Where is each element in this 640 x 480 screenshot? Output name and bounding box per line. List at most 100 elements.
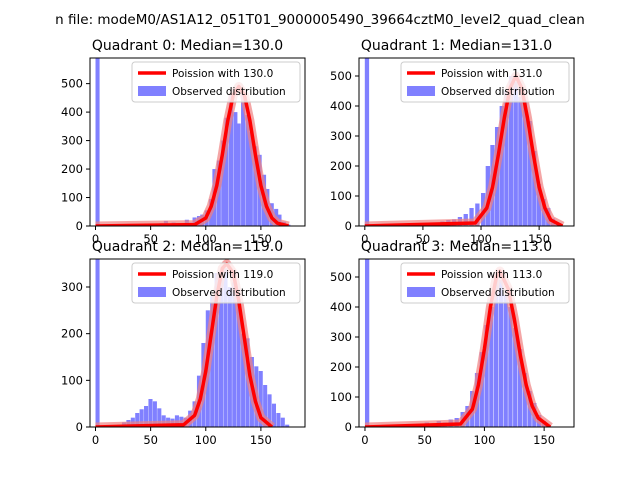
quadrant-2-panel: 0 50 100 150 0 100 200 300 Quadrant 2: Median=11… xyxy=(61,239,306,447)
x-tick-label: 50 xyxy=(143,232,158,246)
legend-box xyxy=(131,262,301,304)
observed-bar xyxy=(152,401,157,427)
observed-bar xyxy=(493,277,499,427)
legend-poisson-label: Poission with 113.0 xyxy=(441,269,542,281)
observed-bar xyxy=(508,307,513,427)
observed-bar xyxy=(364,58,370,226)
observed-bar xyxy=(522,100,528,226)
figure-suptitle: n file: modeM0/AS1A12_051T01_9000005490_… xyxy=(55,12,585,28)
legend-poisson-label: Poission with 119.0 xyxy=(172,269,273,281)
observed-bar xyxy=(245,114,250,226)
observed-bar xyxy=(236,123,241,226)
x-tick-label: 0 xyxy=(92,232,99,246)
observed-bar xyxy=(228,95,234,226)
x-tick-label: 100 xyxy=(195,433,217,447)
y-tick-label: 300 xyxy=(330,129,352,143)
y-tick-label: 300 xyxy=(61,280,83,294)
observed-bar xyxy=(263,385,268,427)
y-tick-label: 100 xyxy=(61,373,83,387)
quadrant-3-axes-frame xyxy=(358,258,575,428)
quadrant-1-title: Quadrant 1: Median=131.0 xyxy=(361,38,552,54)
x-tick-label: 100 xyxy=(473,433,495,447)
legend-observed-label: Observed distribution xyxy=(441,86,555,98)
y-tick-label: 200 xyxy=(61,162,83,176)
observed-bar xyxy=(258,371,263,427)
observed-bar xyxy=(139,409,144,427)
y-tick-label: 500 xyxy=(330,69,352,83)
x-tick-label: 0 xyxy=(92,433,99,447)
y-tick-label: 200 xyxy=(330,159,352,173)
observed-bar xyxy=(498,280,504,427)
quadrant-2-legend: Poission with 119.0 Observed distribution xyxy=(131,262,301,304)
x-tick-label: 100 xyxy=(470,232,492,246)
legend-observed-swatch xyxy=(138,86,166,96)
observed-bar xyxy=(219,277,224,427)
observed-bar xyxy=(484,325,489,427)
observed-bar xyxy=(210,296,215,427)
x-tick-label: 0 xyxy=(361,433,368,447)
observed-bar xyxy=(489,307,494,427)
legend-observed-label: Observed distribution xyxy=(172,86,286,98)
observed-bar xyxy=(517,349,523,427)
observed-bar xyxy=(271,403,277,427)
legend-observed-label: Observed distribution xyxy=(441,287,555,299)
quadrant-1-panel: 0 50 100 150 0 100 200 300 400 500 Quadrant 1: Med… xyxy=(330,38,575,246)
y-tick-label: 0 xyxy=(76,219,83,233)
x-tick-label: 150 xyxy=(250,433,272,447)
x-tick-label: 0 xyxy=(361,232,368,246)
observed-bar xyxy=(214,273,219,427)
observed-bar xyxy=(518,97,523,226)
quadrant-0-legend: Poission with 130.0 Observed distribution xyxy=(131,61,301,103)
observed-bar xyxy=(285,424,290,427)
observed-bar xyxy=(95,259,100,427)
observed-bar xyxy=(221,140,226,226)
x-tick-label: 50 xyxy=(143,433,158,447)
legend-box xyxy=(400,61,570,103)
observed-bar xyxy=(267,394,272,427)
y-tick-label: 0 xyxy=(345,420,352,434)
observed-bar xyxy=(148,399,153,427)
observed-bar xyxy=(532,151,537,226)
quadrant-2-title: Quadrant 2: Median=119.0 xyxy=(92,239,283,255)
quadrant-0-title: Quadrant 0: Median=130.0 xyxy=(92,38,283,54)
observed-bar xyxy=(157,408,162,427)
y-tick-label: 300 xyxy=(61,134,83,148)
observed-bar xyxy=(241,92,246,226)
y-tick-label: 300 xyxy=(330,330,352,344)
quadrant-3-legend: Poission with 113.0 Observed distribution xyxy=(400,262,570,304)
observed-bar xyxy=(513,328,518,427)
y-tick-label: 500 xyxy=(330,270,352,284)
observed-bar xyxy=(227,287,232,427)
observed-bar xyxy=(236,301,241,427)
observed-bar xyxy=(223,268,228,427)
quadrant-0-panel: 0 50 100 150 0 100 200 300 400 500 Quadrant 0: Med… xyxy=(61,38,306,246)
legend-observed-swatch xyxy=(138,287,166,297)
observed-bar xyxy=(280,417,285,427)
x-tick-label: 50 xyxy=(417,433,432,447)
y-tick-label: 100 xyxy=(330,189,352,203)
legend-poisson-label: Poission with 131.0 xyxy=(441,68,542,80)
observed-bar xyxy=(364,259,370,427)
x-tick-label: 150 xyxy=(533,433,555,447)
observed-bar xyxy=(253,146,258,226)
y-tick-label: 200 xyxy=(61,327,83,341)
y-tick-label: 400 xyxy=(61,105,83,119)
legend-observed-label: Observed distribution xyxy=(172,287,286,299)
legend-observed-swatch xyxy=(407,287,435,297)
y-tick-label: 500 xyxy=(61,77,83,91)
observed-bar xyxy=(504,91,509,226)
observed-bar xyxy=(522,373,527,427)
y-tick-label: 400 xyxy=(330,300,352,314)
observed-bar xyxy=(527,121,532,226)
observed-bar xyxy=(469,208,474,226)
y-tick-label: 100 xyxy=(330,390,352,404)
observed-bar xyxy=(95,58,100,226)
observed-bar xyxy=(224,117,229,226)
x-tick-label: 50 xyxy=(416,232,431,246)
y-tick-label: 200 xyxy=(330,360,352,374)
quadrant-0-axes-frame xyxy=(89,57,306,227)
observed-bar xyxy=(241,333,246,427)
quadrant-2-axes-frame xyxy=(89,258,306,428)
